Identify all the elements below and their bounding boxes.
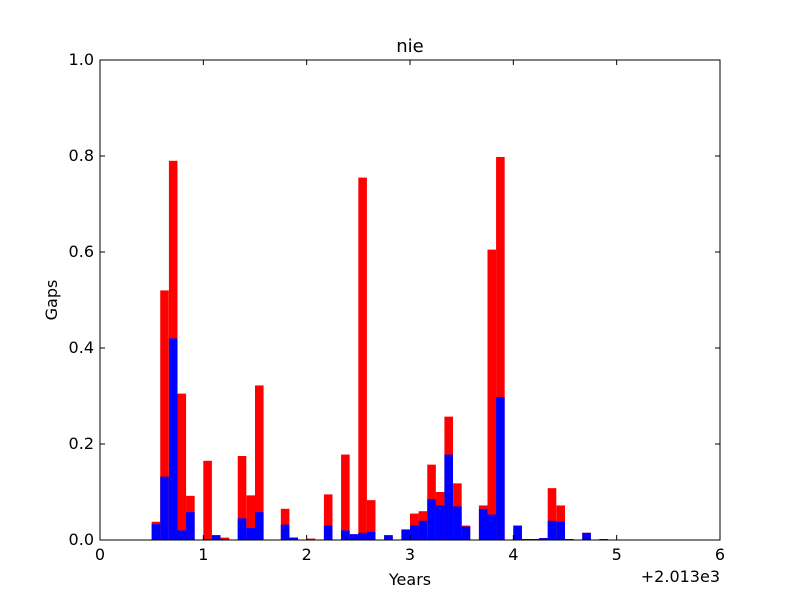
bar-series-1-10 [255,512,264,540]
bar-series-0-15 [341,455,350,540]
x-tick-label: 3 [405,545,415,564]
bar-series-1-38 [582,533,591,540]
bar-series-1-14 [324,526,333,540]
bar-series-1-28 [479,509,488,540]
y-tick-label: 0.4 [69,338,94,357]
bar-series-1-21 [410,526,419,540]
bar-series-1-20 [401,529,410,540]
bar-series-1-18 [367,532,376,540]
bar-series-1-4 [186,512,195,540]
y-axis-label: Gaps [42,280,61,321]
y-tick-label: 0.2 [69,434,94,453]
bar-series-1-29 [488,515,497,540]
x-tick-label: 6 [715,545,725,564]
y-tick-label: 1.0 [69,50,94,69]
x-tick-label: 5 [612,545,622,564]
x-tick-label: 1 [198,545,208,564]
bar-series-0-5 [203,461,212,540]
bar-series-0-17 [358,178,367,540]
bar-series-1-30 [496,397,505,540]
bar-series-0-3 [178,394,187,540]
bar-series-1-6 [212,535,221,540]
bar-series-1-16 [350,534,359,540]
bar-series-1-11 [281,525,290,540]
bar-series-1-36 [556,522,565,540]
bar-series-1-24 [436,505,445,540]
y-tick-label: 0.6 [69,242,94,261]
y-tick-label: 0.8 [69,146,94,165]
bar-series-1-23 [427,499,436,540]
x-tick-label: 2 [302,545,312,564]
bar-series-1-8 [238,518,247,540]
bar-series-1-9 [246,528,255,540]
bar-series-1-27 [462,527,471,540]
y-tick-label: 0.0 [69,530,94,549]
bar-series-1-0 [152,524,161,540]
x-offset-label: +2.013e3 [641,567,720,586]
bar-series-1-1 [160,477,169,540]
chart-title: nie [396,36,423,57]
bar-series-1-3 [178,530,187,540]
bar-series-1-25 [444,455,453,540]
bar-series-1-26 [453,506,462,540]
bar-series-1-19 [384,535,393,540]
bar-series-1-17 [358,533,367,540]
bar-series-0-29 [488,250,497,540]
bar-series-1-2 [169,338,178,540]
bar-series-1-31 [513,526,522,540]
bar-series-1-15 [341,530,350,540]
x-tick-label: 4 [508,545,518,564]
x-tick-label: 0 [95,545,105,564]
bar-series-1-35 [548,521,557,540]
x-axis-label: Years [388,570,431,589]
bar-series-1-22 [419,521,428,540]
